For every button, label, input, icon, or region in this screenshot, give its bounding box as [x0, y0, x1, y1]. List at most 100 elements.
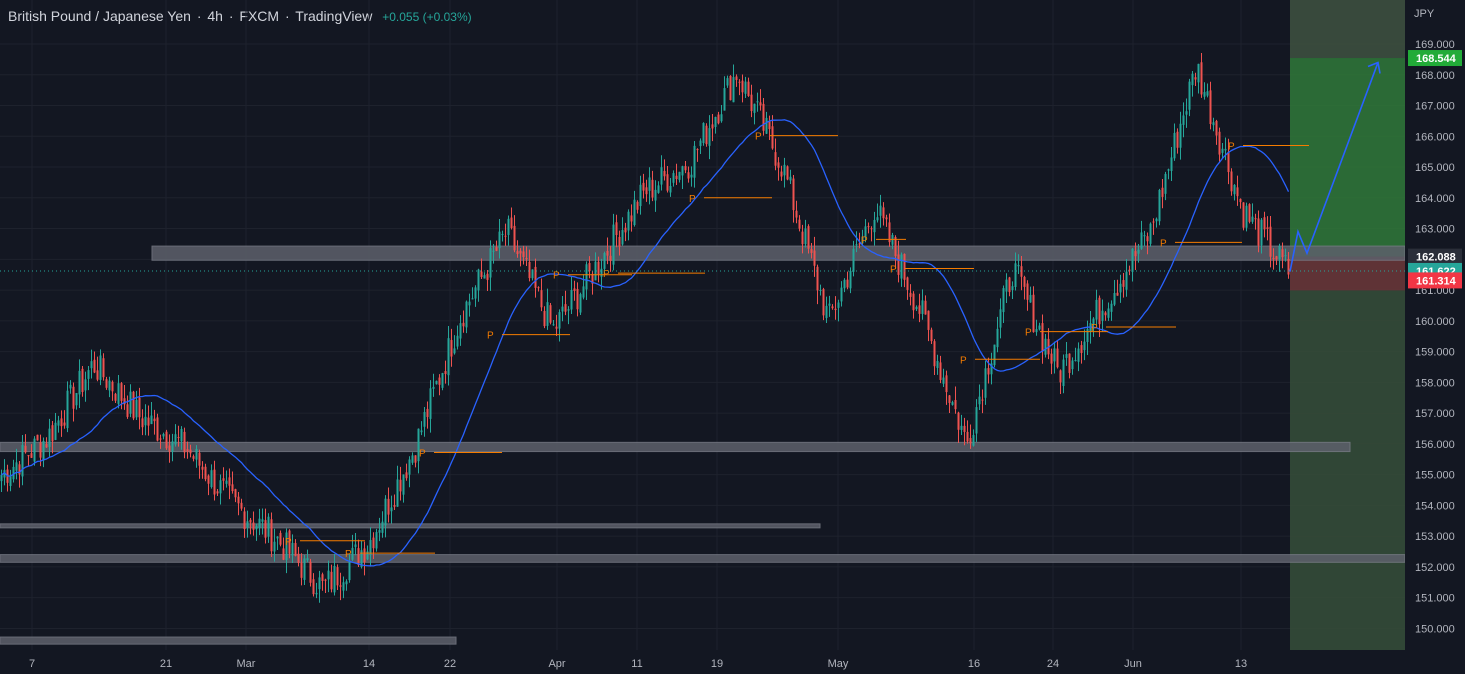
candle-body: [594, 261, 597, 281]
candle-body: [441, 373, 444, 388]
candle-body: [60, 418, 63, 427]
candle-body: [45, 444, 48, 448]
y-tick-label: 156.000: [1415, 439, 1455, 451]
candle-body: [1110, 303, 1113, 312]
candle-body: [399, 479, 402, 492]
candle-body: [591, 273, 594, 284]
candle-body: [114, 393, 117, 401]
candle-body: [1185, 111, 1188, 115]
x-tick-label: 11: [631, 658, 642, 670]
pivot-label: P: [1091, 323, 1098, 334]
candle-body: [864, 226, 867, 238]
candle-body: [1146, 236, 1149, 242]
candle-body: [576, 288, 579, 310]
candle-body: [27, 455, 30, 457]
candle-body: [1032, 294, 1035, 333]
candle-body: [549, 305, 552, 323]
candle-body: [162, 434, 165, 437]
candle-body: [717, 114, 720, 124]
candle-body: [135, 399, 138, 418]
pivot-label: P: [487, 331, 494, 342]
candle-body: [207, 475, 210, 484]
candle-body: [1245, 205, 1248, 228]
candle-body: [1248, 204, 1251, 222]
candle-body: [309, 561, 312, 583]
candle-body: [858, 243, 861, 245]
candle-body: [765, 117, 768, 134]
candle-body: [1197, 63, 1200, 83]
candle-body: [75, 392, 78, 406]
pivot-label: P: [553, 271, 560, 282]
candle-body: [243, 511, 246, 530]
candle-body: [966, 431, 969, 442]
candle-body: [285, 532, 288, 561]
x-tick-label: Jun: [1124, 658, 1142, 670]
interval-label[interactable]: 4h: [207, 8, 223, 24]
candle-body: [531, 269, 534, 279]
candle-body: [447, 338, 450, 376]
price-label-text: 161.314: [1416, 275, 1457, 287]
candle-body: [273, 541, 276, 552]
candle-body: [444, 371, 447, 375]
y-tick-label: 169.000: [1415, 39, 1455, 51]
candle-body: [654, 189, 657, 201]
candle-body: [489, 248, 492, 278]
position-profit-zone: [1290, 58, 1405, 257]
candle-body: [1086, 328, 1089, 342]
candle-body: [570, 289, 573, 310]
candle-body: [921, 300, 924, 314]
candle-body: [927, 310, 930, 330]
candle-body: [999, 309, 1002, 328]
candle-body: [843, 279, 846, 289]
candle-body: [1128, 269, 1131, 271]
candle-body: [771, 126, 774, 149]
candle-body: [795, 210, 798, 218]
candle-body: [1221, 148, 1224, 153]
candle-body: [1209, 90, 1212, 125]
price-label-target: 168.544: [1408, 50, 1462, 67]
candle-body: [642, 182, 645, 191]
candle-body: [165, 431, 168, 449]
candle-body: [909, 292, 912, 297]
candle-body: [1242, 202, 1245, 228]
candle-body: [1251, 216, 1254, 222]
candle-body: [522, 251, 525, 258]
candle-body: [246, 521, 249, 528]
candle-body: [1266, 227, 1269, 229]
candle-body: [939, 362, 942, 380]
candle-body: [255, 526, 258, 530]
candle-body: [384, 498, 387, 526]
candle-body: [741, 80, 744, 93]
candle-body: [1170, 157, 1173, 171]
candle-body: [435, 380, 438, 385]
candle-body: [294, 543, 297, 556]
candle-body: [189, 449, 192, 454]
y-tick-label: 158.000: [1415, 377, 1455, 389]
candle-body: [1287, 258, 1290, 275]
candle-body: [822, 289, 825, 316]
candle-body: [834, 308, 837, 311]
symbol-name[interactable]: British Pound / Japanese Yen: [8, 8, 191, 24]
candle-body: [672, 173, 675, 183]
candle-body: [18, 464, 21, 475]
candle-body: [762, 103, 765, 131]
candle-body: [582, 286, 585, 298]
candle-body: [345, 581, 348, 585]
candle-body: [180, 428, 183, 442]
candle-body: [105, 379, 108, 388]
price-label-stop: 161.314: [1408, 272, 1462, 289]
candle-body: [882, 207, 885, 219]
candle-body: [492, 250, 495, 252]
candle-body: [1098, 297, 1101, 325]
candle-body: [1023, 276, 1026, 287]
candle-body: [1281, 249, 1284, 258]
candle-body: [798, 219, 801, 229]
candle-body: [957, 412, 960, 430]
projection-arrow-head: [1367, 61, 1381, 74]
candle-body: [714, 116, 717, 127]
candle-body: [807, 226, 810, 249]
candle-body: [171, 441, 174, 452]
candle-body: [240, 502, 243, 509]
candle-body: [1122, 280, 1125, 287]
